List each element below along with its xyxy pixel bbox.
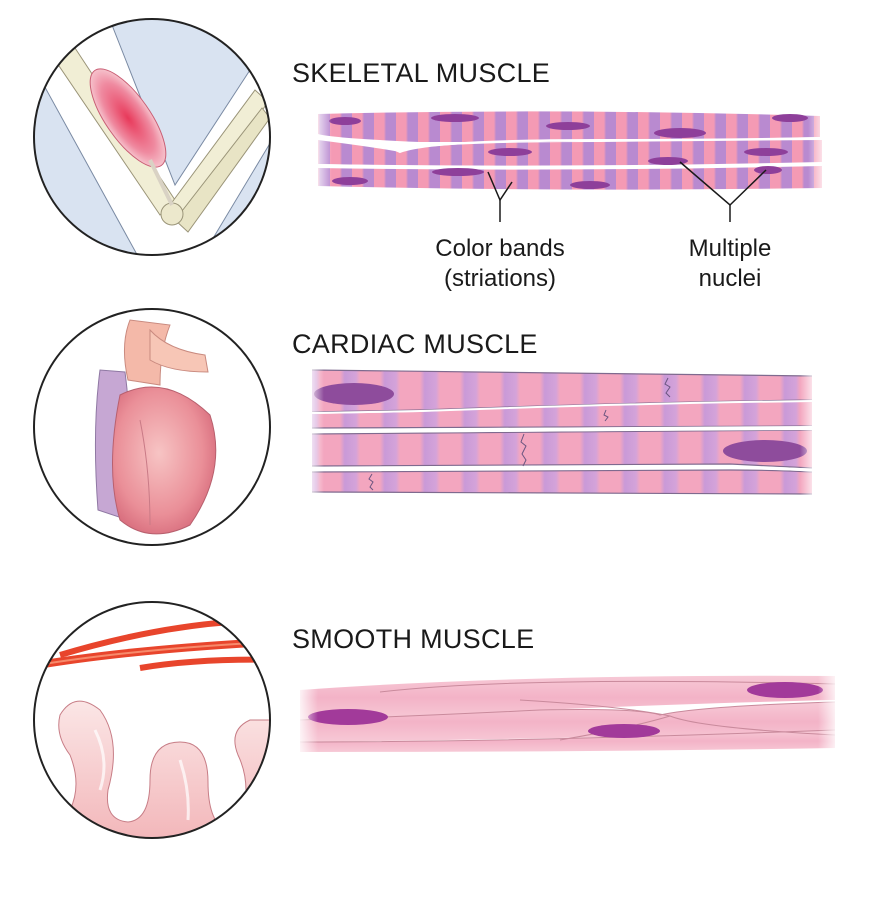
heart-icon [33, 308, 271, 546]
smooth-muscle-title: SMOOTH MUSCLE [292, 624, 535, 654]
multiple-nuclei-line1: Multiple [688, 235, 772, 262]
skeletal-muscle-fibers [312, 108, 828, 194]
cardiac-muscle-title: CARDIAC MUSCLE [292, 329, 538, 359]
skeletal-muscle-title: SKELETAL MUSCLE [292, 58, 551, 88]
color-bands-label: Color bands (striations) [400, 234, 600, 294]
smooth-muscle-fibers [296, 670, 840, 756]
intestine-icon [33, 601, 271, 839]
multiple-nuclei-label: Multiple nuclei [640, 234, 820, 294]
cardiac-nuclei [314, 383, 807, 462]
smooth-nuclei [308, 682, 823, 738]
multiple-nuclei-line2: nuclei [698, 265, 762, 292]
arm-flexing-icon [33, 18, 271, 256]
color-bands-line2: (striations) [443, 265, 557, 292]
cardiac-muscle-fibers [306, 364, 818, 498]
skeletal-nuclei [329, 114, 808, 189]
skeletal-callout-lines [487, 161, 767, 222]
color-bands-line1: Color bands [435, 235, 565, 262]
